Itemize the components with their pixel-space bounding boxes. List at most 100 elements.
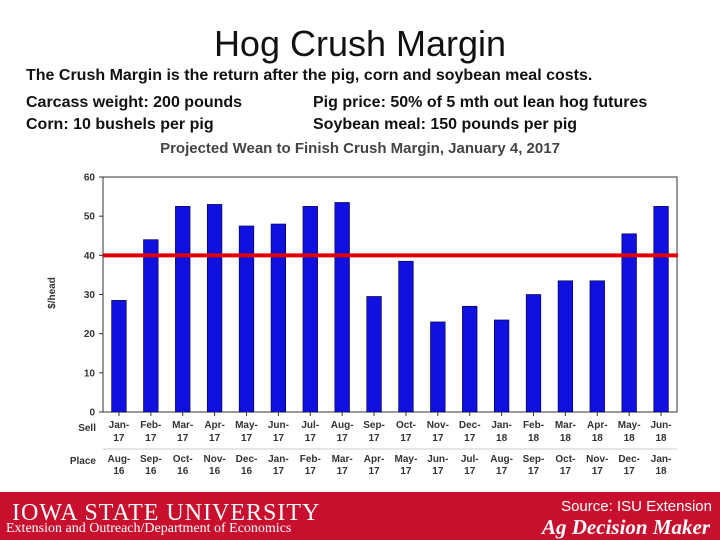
sell-month-label: Mar-: [555, 420, 576, 431]
sell-year-label: 17: [432, 433, 444, 444]
crush-margin-definition: The Crush Margin is the return after the…: [26, 67, 593, 84]
bar: [111, 300, 127, 413]
sell-month-label: Feb-: [140, 420, 161, 431]
bar: [557, 280, 574, 413]
place-year-label: 17: [592, 466, 604, 477]
y-tick-label: 20: [84, 329, 96, 340]
sell-year-label: 17: [400, 433, 412, 444]
place-year-label: 17: [464, 466, 476, 477]
sell-month-label: Apr-: [587, 420, 608, 431]
sell-year-label: 18: [592, 433, 604, 444]
bar: [206, 204, 223, 413]
place-year-label: 17: [560, 466, 572, 477]
sell-year-label: 18: [560, 433, 572, 444]
place-year-label: 17: [528, 466, 540, 477]
place-year-label: 17: [400, 466, 412, 477]
ag-decision-maker-logo: Ag Decision Maker: [542, 515, 710, 539]
place-year-label: 16: [177, 466, 189, 477]
sell-month-label: Nov-: [427, 420, 449, 431]
place-month-label: Feb-: [300, 454, 321, 465]
crush-margin-chart: Projected Wean to Finish Crush Margin, J…: [47, 140, 678, 477]
y-axis-label: $/head: [47, 277, 58, 309]
sell-year-label: 17: [464, 433, 476, 444]
place-year-label: 17: [432, 466, 444, 477]
sell-year-label: 17: [209, 433, 221, 444]
sell-year-label: 18: [624, 433, 636, 444]
bar: [621, 233, 637, 413]
place-month-label: Nov-: [203, 454, 225, 465]
place-month-label: Nov-: [586, 454, 608, 465]
footer-bar: [0, 492, 720, 540]
y-tick-label: 60: [84, 173, 96, 184]
bar: [366, 296, 382, 413]
place-year-label: 16: [113, 466, 125, 477]
corn-text: Corn: 10 bushels per pig: [26, 116, 214, 133]
bar: [398, 260, 414, 413]
sell-year-label: 18: [655, 433, 667, 444]
place-year-label: 18: [655, 466, 667, 477]
bar: [462, 305, 478, 413]
bar: [653, 206, 669, 413]
y-tick-label: 30: [84, 290, 96, 301]
place-year-label: 16: [145, 466, 157, 477]
place-year-label: 16: [241, 466, 253, 477]
place-year-label: 17: [305, 466, 317, 477]
sell-month-label: Jan-: [109, 420, 130, 431]
bar: [270, 223, 287, 413]
sell-month-label: Sep-: [363, 420, 385, 431]
pig-price-text: Pig price: 50% of 5 mth out lean hog fut…: [313, 94, 648, 111]
sell-month-label: Mar-: [172, 420, 193, 431]
place-row-label: Place: [70, 456, 97, 467]
slide-title: Hog Crush Margin: [213, 23, 507, 64]
y-tick-label: 40: [84, 251, 96, 262]
place-year-label: 17: [624, 466, 636, 477]
sell-month-label: Feb-: [523, 420, 544, 431]
sell-month-label: Dec-: [459, 420, 481, 431]
y-tick-label: 50: [84, 212, 96, 223]
place-year-label: 17: [273, 466, 285, 477]
sell-month-label: Apr-: [204, 420, 225, 431]
sell-year-label: 17: [241, 433, 253, 444]
sell-month-label: Jul-: [301, 420, 319, 431]
sell-month-label: Jan-: [491, 420, 512, 431]
place-month-label: Oct-: [173, 454, 193, 465]
sell-year-label: 17: [368, 433, 380, 444]
y-tick-label: 0: [89, 408, 95, 419]
sell-year-label: 18: [528, 433, 540, 444]
bar: [175, 206, 191, 413]
place-year-label: 16: [209, 466, 221, 477]
sell-year-label: 17: [177, 433, 189, 444]
bar: [143, 239, 159, 413]
place-month-label: Jan-: [268, 454, 289, 465]
sell-year-label: 17: [273, 433, 285, 444]
place-month-label: Aug-: [108, 454, 131, 465]
place-year-label: 17: [368, 466, 380, 477]
carcass-weight-text: Carcass weight: 200 pounds: [26, 94, 243, 111]
place-month-label: Jan-: [651, 454, 672, 465]
place-month-label: Apr-: [364, 454, 385, 465]
bar: [430, 321, 446, 413]
sell-month-label: Jun-: [268, 420, 289, 431]
place-year-label: 17: [496, 466, 508, 477]
sell-month-label: Oct-: [396, 420, 416, 431]
place-month-label: May-: [395, 454, 418, 465]
soybean-meal-text: Soybean meal: 150 pounds per pig: [313, 116, 578, 133]
sell-year-label: 17: [113, 433, 125, 444]
footer-department: Extension and Outreach/Department of Eco…: [6, 521, 292, 536]
sell-year-label: 18: [496, 433, 508, 444]
iowa-state-university-logo: IOWA STATE UNIVERSITY: [12, 500, 321, 526]
bar: [525, 294, 542, 413]
bar: [589, 280, 605, 413]
place-month-label: Sep-: [523, 454, 545, 465]
sell-year-label: 17: [305, 433, 317, 444]
bar: [302, 206, 318, 413]
sell-month-label: May-: [235, 420, 258, 431]
place-month-label: Sep-: [140, 454, 162, 465]
sell-row-label: Sell: [78, 423, 96, 434]
sell-year-label: 17: [337, 433, 349, 444]
bar: [493, 319, 510, 413]
place-month-label: Aug-: [490, 454, 513, 465]
place-year-label: 17: [337, 466, 349, 477]
place-month-label: Dec-: [236, 454, 258, 465]
source-text: Source: ISU Extension: [561, 498, 712, 515]
